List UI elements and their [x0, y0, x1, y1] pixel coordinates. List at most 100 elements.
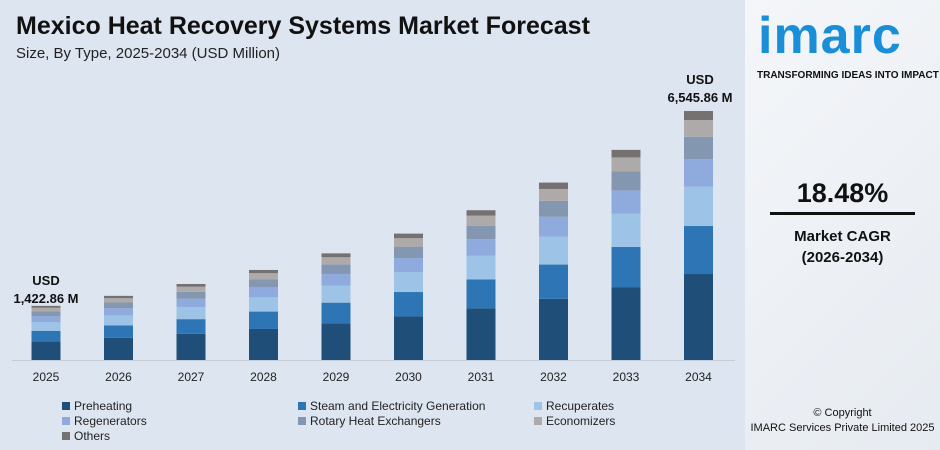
legend-swatch: [62, 416, 70, 425]
copyright-owner: IMARC Services Private Limited 2025: [750, 422, 935, 434]
bar-segment-preheating-2030: [394, 316, 423, 360]
bar-segment-steam-and-electricity-generation-2032: [539, 264, 568, 299]
bar-segment-recuperates-2030: [394, 272, 423, 293]
legend-label: Others: [74, 428, 111, 443]
bar-segment-recuperates-2034: [684, 186, 713, 227]
x-tick-label: 2032: [540, 370, 567, 384]
bar-segment-rotary-heat-exchangers-2031: [466, 225, 496, 240]
legend-item: Economizers: [534, 413, 694, 428]
bar-segment-steam-and-electricity-generation-2030: [394, 292, 423, 317]
bar-segment-preheating-2029: [321, 323, 351, 360]
annotation-value: 1,422.86 M: [13, 291, 79, 306]
side-panel: [745, 0, 940, 450]
bar-segment-rotary-heat-exchangers-2027: [176, 291, 206, 299]
bar-segment-rotary-heat-exchangers-2025: [31, 311, 61, 317]
bar-segment-economizers-2028: [249, 273, 278, 280]
bar-segment-regenerators-2033: [611, 190, 641, 214]
bar-segment-regenerators-2029: [321, 273, 351, 286]
last-value-annotation: USD 6,545.86 M: [660, 71, 740, 107]
bar-segment-recuperates-2029: [321, 285, 351, 303]
x-tick-label: 2025: [33, 370, 60, 384]
bar-segment-recuperates-2032: [539, 236, 568, 265]
chart-title: Mexico Heat Recovery Systems Market Fore…: [16, 12, 590, 40]
bar-segment-rotary-heat-exchangers-2029: [321, 264, 351, 274]
legend-label: Economizers: [546, 413, 616, 428]
bar-segment-regenerators-2032: [539, 216, 568, 237]
legend-item: Preheating: [62, 398, 298, 413]
bar-segment-recuperates-2026: [104, 315, 133, 326]
bar-segment-economizers-2030: [394, 238, 423, 247]
annotation-currency: USD: [32, 273, 60, 288]
legend-swatch: [534, 401, 542, 410]
bar-segment-steam-and-electricity-generation-2034: [684, 226, 713, 275]
bar-segment-preheating-2034: [684, 274, 713, 360]
bar-segment-others-2031: [466, 210, 496, 216]
bar-segment-steam-and-electricity-generation-2029: [321, 302, 351, 324]
tagline: TRANSFORMING IDEAS INTO IMPACT: [757, 70, 939, 81]
copyright-line: © Copyright: [813, 407, 872, 419]
legend-label: Recuperates: [546, 398, 615, 413]
bar-segment-others-2026: [104, 295, 133, 299]
bar-segment-others-2029: [321, 253, 351, 258]
bar-segment-others-2028: [249, 269, 278, 274]
bar-segment-recuperates-2027: [176, 307, 206, 320]
bar-segment-preheating-2026: [104, 337, 133, 360]
bar-segment-regenerators-2028: [249, 287, 278, 298]
x-tick-label: 2034: [685, 370, 712, 384]
chart-subtitle: Size, By Type, 2025-2034 (USD Million): [16, 45, 281, 62]
bar-segment-steam-and-electricity-generation-2026: [104, 325, 133, 338]
legend-item: Rotary Heat Exchangers: [298, 413, 534, 428]
x-tick-label: 2030: [395, 370, 422, 384]
legend-swatch: [62, 431, 70, 440]
bar-segment-economizers-2031: [466, 215, 496, 226]
legend-item: Others: [62, 428, 298, 443]
legend-label: Regenerators: [74, 413, 147, 428]
legend-label: Rotary Heat Exchangers: [310, 413, 441, 428]
bar-segment-others-2025: [31, 305, 61, 308]
bar-segment-economizers-2029: [321, 257, 351, 265]
bar-segment-rotary-heat-exchangers-2034: [684, 136, 713, 160]
bar-segment-preheating-2032: [539, 298, 568, 360]
bar-segment-economizers-2027: [176, 286, 206, 292]
bar-segment-regenerators-2026: [104, 308, 133, 316]
legend-swatch: [534, 416, 542, 425]
legend-swatch: [62, 401, 70, 410]
bar-segment-others-2034: [684, 111, 713, 121]
bar-segment-recuperates-2033: [611, 213, 641, 247]
cagr-period: (2026-2034): [801, 249, 884, 266]
bar-segment-steam-and-electricity-generation-2027: [176, 319, 206, 334]
bar-segment-preheating-2031: [466, 308, 496, 360]
legend-item: Recuperates: [534, 398, 694, 413]
annotation-currency: USD: [686, 72, 714, 87]
bar-segment-others-2027: [176, 283, 206, 287]
divider: [770, 212, 915, 215]
bar-segment-steam-and-electricity-generation-2028: [249, 311, 278, 329]
bar-chart: 2025 2026 2027 2028 2029 2030 2031 2032 2033 2034: [12, 111, 735, 384]
bar-segment-economizers-2026: [104, 298, 133, 303]
bar-segment-rotary-heat-exchangers-2032: [539, 200, 568, 217]
bar-segment-others-2032: [539, 182, 568, 189]
copyright: © Copyright IMARC Services Private Limit…: [745, 406, 940, 436]
bar-segment-economizers-2025: [31, 307, 61, 312]
bar-segment-preheating-2025: [31, 341, 61, 360]
bar-segment-preheating-2028: [249, 328, 278, 360]
x-tick-label: 2031: [468, 370, 495, 384]
first-value-annotation: USD 1,422.86 M: [8, 272, 84, 308]
bar-segment-rotary-heat-exchangers-2026: [104, 302, 133, 309]
bar-segment-regenerators-2031: [466, 239, 496, 256]
bar-segment-economizers-2034: [684, 120, 713, 137]
cagr-label-text: Market CAGR: [794, 228, 891, 245]
x-tick-label: 2029: [323, 370, 350, 384]
annotation-value: 6,545.86 M: [667, 90, 733, 105]
bar-segment-recuperates-2028: [249, 297, 278, 312]
bar-segment-economizers-2032: [539, 188, 568, 201]
legend-item: Steam and Electricity Generation: [298, 398, 534, 413]
bar-segment-regenerators-2030: [394, 258, 423, 273]
cagr-label: Market CAGR (2026-2034): [770, 226, 915, 268]
x-tick-label: 2033: [613, 370, 640, 384]
legend-label: Steam and Electricity Generation: [310, 398, 486, 413]
bar-segment-rotary-heat-exchangers-2030: [394, 246, 423, 259]
bar-segment-regenerators-2027: [176, 298, 206, 308]
bar-segment-others-2030: [394, 233, 423, 239]
